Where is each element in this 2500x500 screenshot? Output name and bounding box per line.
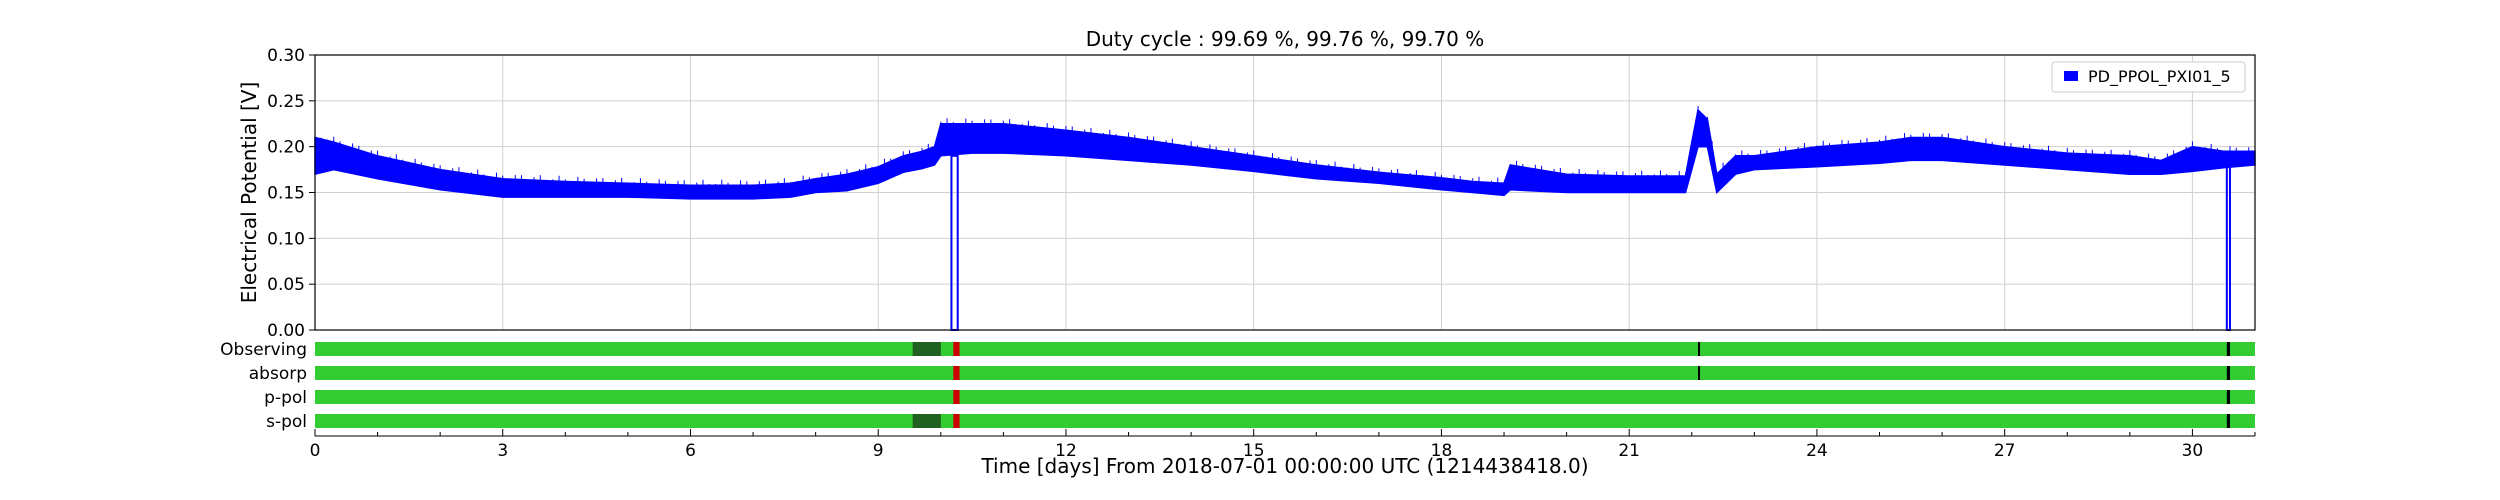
series-band-PD_PPOL_PXI01_5 xyxy=(314,108,2256,200)
y-tick-label: 0.15 xyxy=(267,184,305,204)
state-mark xyxy=(2226,414,2230,428)
state-mark xyxy=(953,414,960,428)
state-mark xyxy=(2226,366,2230,380)
x-tick-label: 12 xyxy=(1055,441,1077,461)
state-mark xyxy=(912,342,941,356)
state-segments: Observing absorp p-pol s-pol xyxy=(220,340,2255,432)
x-tick-label: 27 xyxy=(1994,441,2016,461)
y-axis: 0.00 0.05 0.10 0.15 0.20 0.25 0.30 xyxy=(267,46,315,341)
x-tick-label: 9 xyxy=(873,441,884,461)
state-mark xyxy=(953,366,960,380)
state-mark xyxy=(1698,366,1701,380)
x-tick-label: 0 xyxy=(310,441,321,461)
y-tick-label: 0.30 xyxy=(267,46,305,66)
state-row-label: s-pol xyxy=(266,412,307,432)
x-tick-label: 30 xyxy=(2182,441,2204,461)
state-mark xyxy=(953,342,960,356)
x-tick-label: 24 xyxy=(1806,441,1828,461)
legend-frame xyxy=(2051,61,2246,93)
y-tick-label: 0.10 xyxy=(267,229,305,249)
legend-swatch xyxy=(2064,71,2078,81)
state-mark xyxy=(2226,390,2230,404)
state-row-absorp xyxy=(315,366,2255,380)
state-row-label: absorp xyxy=(249,364,307,384)
state-row-p-pol xyxy=(315,390,2255,404)
x-axis-label: Time [days] From 2018-07-01 00:00:00 UTC… xyxy=(980,454,1588,478)
x-tick-label: 21 xyxy=(1618,441,1640,461)
state-mark xyxy=(953,390,960,404)
y-tick-label: 0.00 xyxy=(267,321,305,341)
series-dropout xyxy=(950,154,959,331)
x-tick-label: 6 xyxy=(685,441,696,461)
series-dropout xyxy=(2225,154,2231,331)
y-axis-label: Electrical Potential [V] xyxy=(237,82,261,304)
state-row-label: p-pol xyxy=(264,388,307,408)
x-tick-label: 15 xyxy=(1243,441,1265,461)
state-row-s-pol xyxy=(315,414,2255,428)
x-axis: 0 3 6 9 12 15 18 21 24 27 30 xyxy=(310,429,2256,461)
y-tick-label: 0.25 xyxy=(267,92,305,112)
legend: PD_PPOL_PXI01_5 xyxy=(2051,61,2246,93)
x-tick-label: 18 xyxy=(1431,441,1453,461)
state-mark xyxy=(1698,342,1701,356)
state-mark xyxy=(2226,342,2230,356)
state-row-Observing xyxy=(315,342,2255,356)
x-tick-label: 3 xyxy=(497,441,508,461)
chart-title: Duty cycle : 99.69 %, 99.76 %, 99.70 % xyxy=(1086,27,1485,51)
legend-label: PD_PPOL_PXI01_5 xyxy=(2088,67,2231,87)
state-mark xyxy=(912,414,941,428)
state-row-label: Observing xyxy=(220,340,307,360)
series-layer xyxy=(314,106,2256,331)
y-tick-label: 0.20 xyxy=(267,138,305,158)
y-tick-label: 0.05 xyxy=(267,275,305,295)
